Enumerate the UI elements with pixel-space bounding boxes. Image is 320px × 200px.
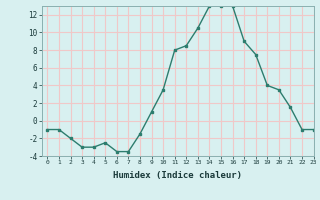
- X-axis label: Humidex (Indice chaleur): Humidex (Indice chaleur): [113, 171, 242, 180]
